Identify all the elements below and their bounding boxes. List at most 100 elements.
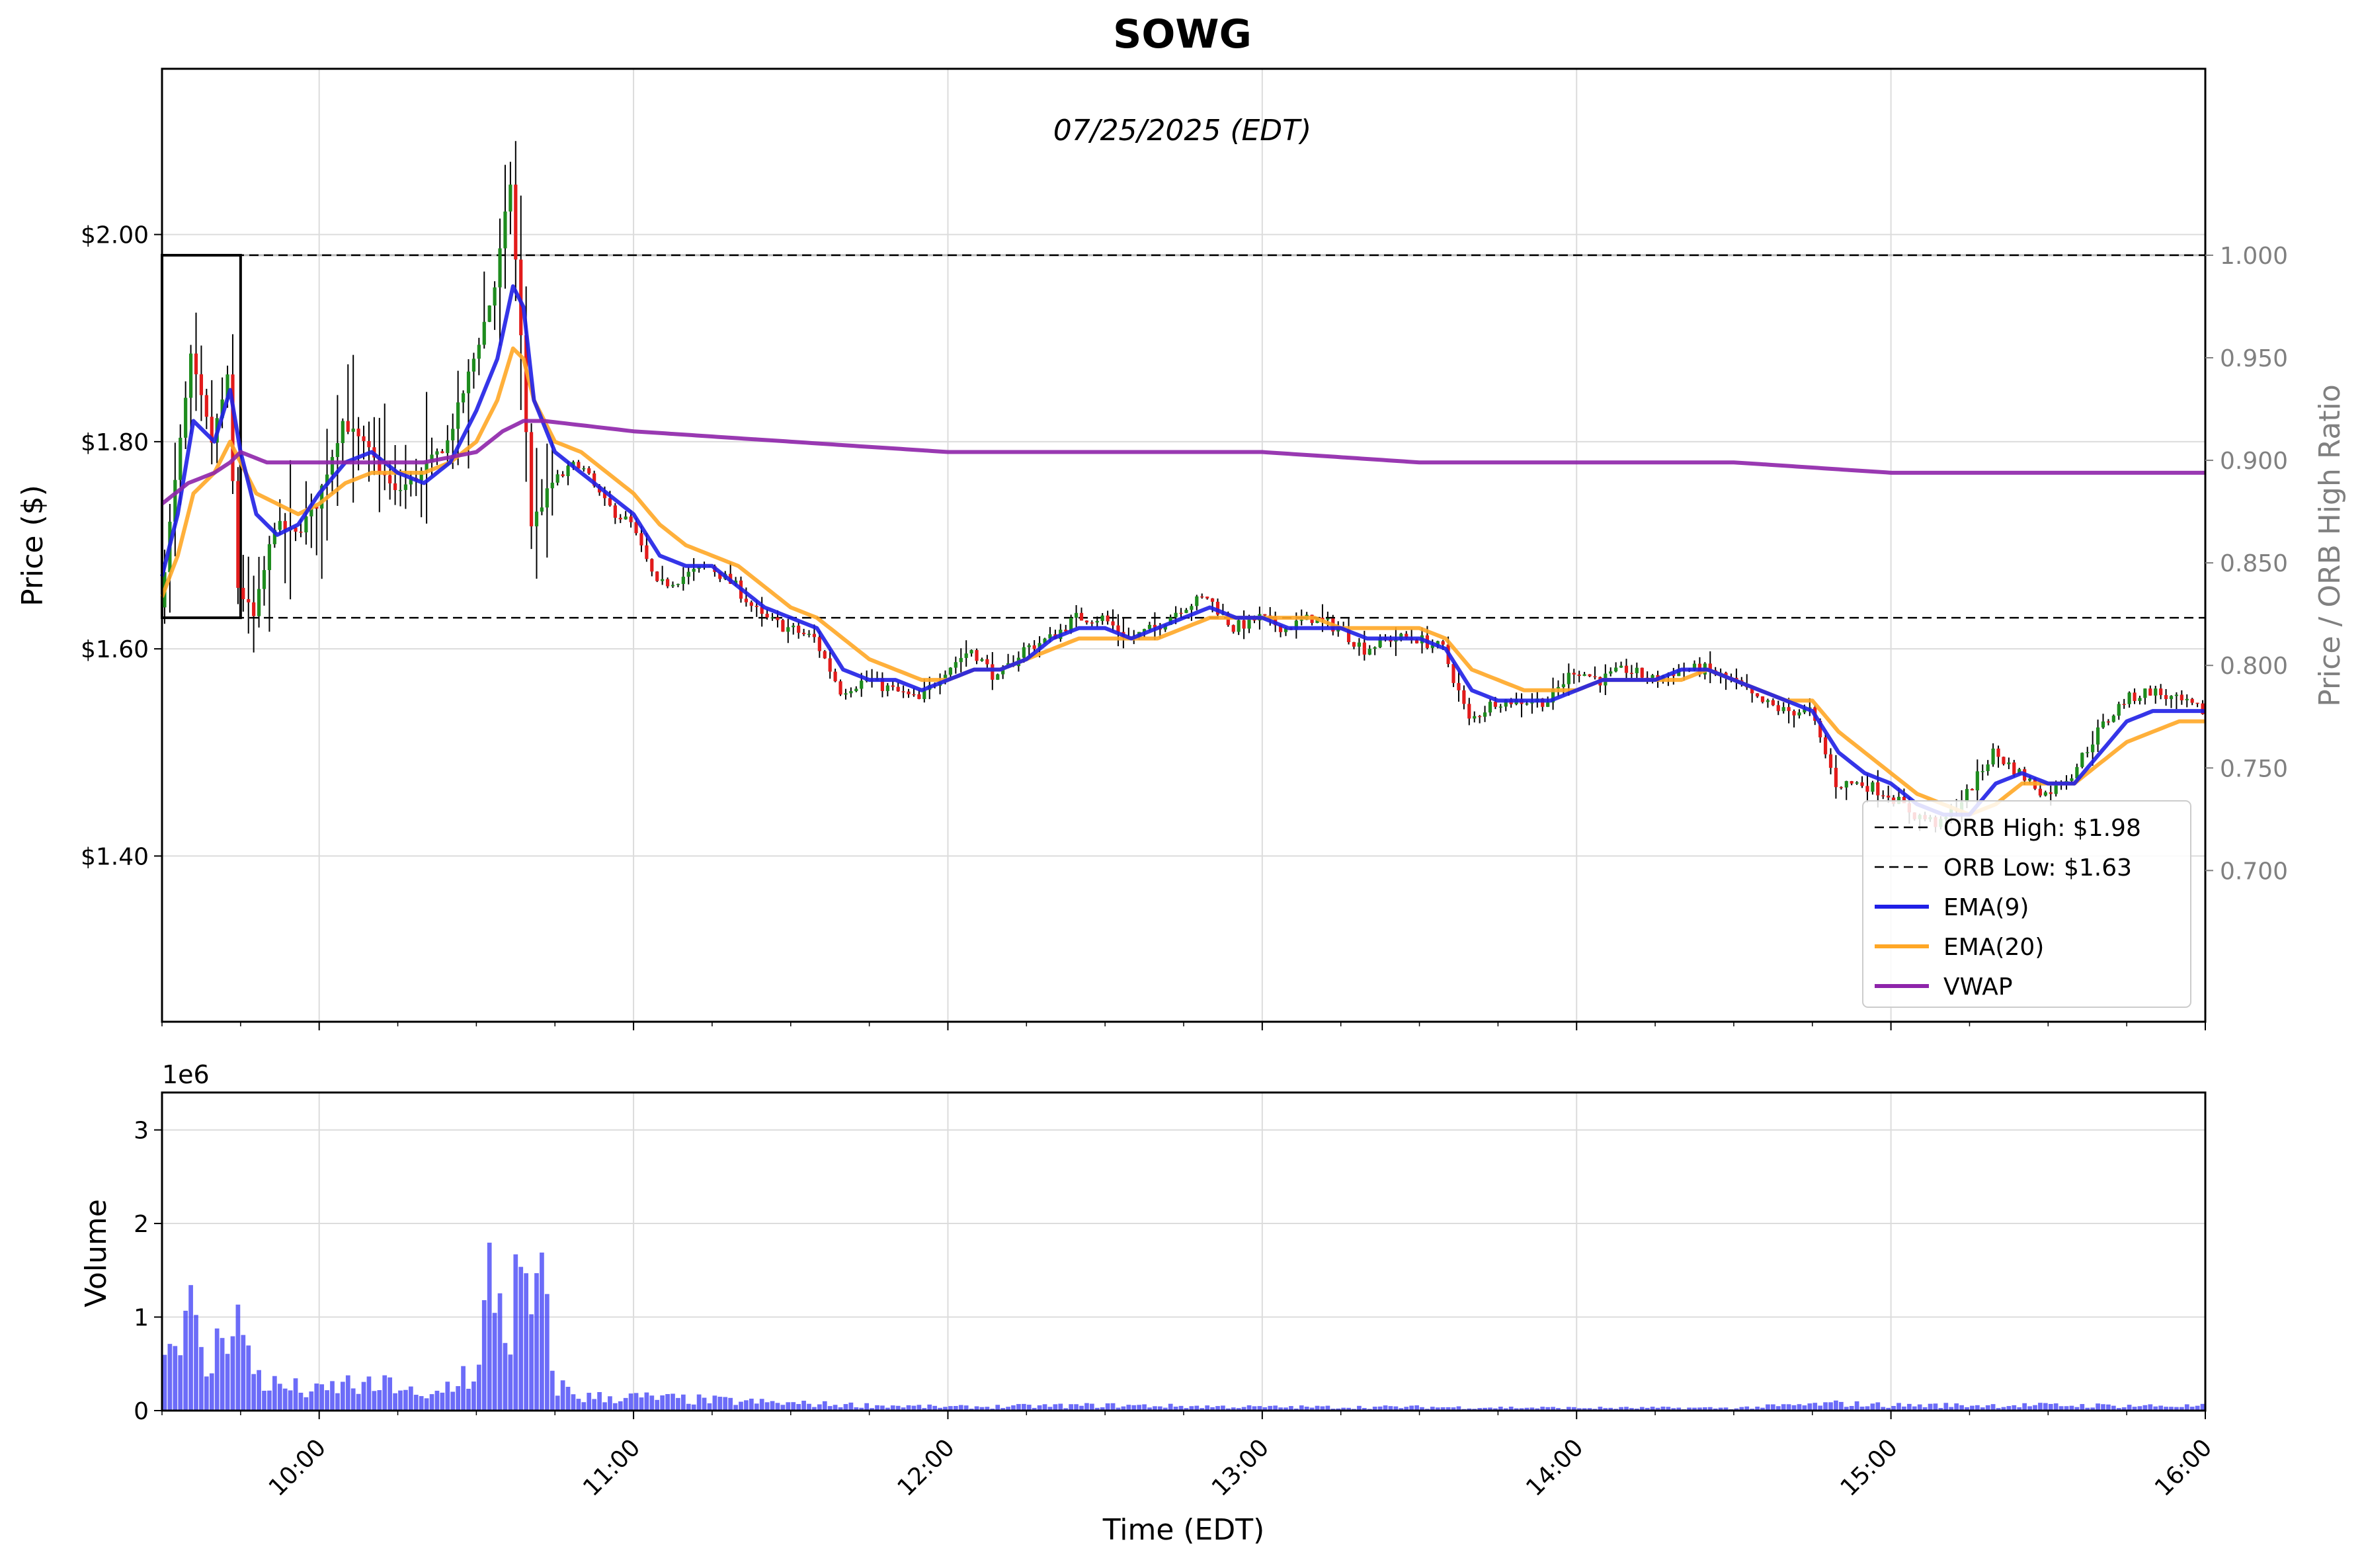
volume-bar bbox=[1047, 1407, 1053, 1411]
volume-bar bbox=[1886, 1407, 1891, 1411]
candle-body bbox=[1498, 706, 1502, 708]
volume-bar bbox=[434, 1390, 440, 1411]
candle-body bbox=[1760, 696, 1765, 702]
volume-bar bbox=[2080, 1404, 2085, 1411]
candle-body bbox=[797, 626, 801, 633]
candle-body bbox=[592, 473, 596, 486]
candle-body bbox=[252, 602, 256, 616]
volume-bar bbox=[319, 1384, 325, 1411]
volume-bar bbox=[707, 1403, 712, 1411]
volume-bar bbox=[1781, 1404, 1786, 1411]
volume-bar bbox=[1519, 1408, 1524, 1411]
candle-body bbox=[2080, 753, 2084, 767]
candle-body bbox=[550, 482, 554, 489]
candle-body bbox=[1525, 703, 1529, 705]
candle-body bbox=[922, 690, 926, 700]
candle-body bbox=[917, 694, 921, 700]
candle-body bbox=[1593, 676, 1597, 678]
candle-body bbox=[1441, 641, 1445, 645]
candle-body bbox=[833, 671, 837, 682]
candle-body bbox=[969, 649, 973, 654]
volume-bar bbox=[1440, 1407, 1446, 1411]
volume-bar bbox=[487, 1243, 492, 1411]
candle-body bbox=[1588, 674, 1592, 677]
volume-bar bbox=[901, 1407, 906, 1411]
volume-bar bbox=[529, 1314, 534, 1411]
volume-bar bbox=[1671, 1408, 1676, 1411]
time-tick-label: 16:00 bbox=[2150, 1434, 2217, 1501]
volume-bar bbox=[864, 1403, 870, 1411]
candle-body bbox=[1887, 796, 1891, 798]
candle-body bbox=[1572, 673, 1576, 675]
volume-bar bbox=[1451, 1407, 1456, 1411]
volume-bar bbox=[1723, 1407, 1729, 1411]
volume-bar bbox=[1844, 1407, 1849, 1411]
vwap-line bbox=[161, 419, 2205, 506]
chart-subtitle: 07/25/2025 (EDT) bbox=[1053, 114, 1311, 147]
candle-body bbox=[346, 421, 350, 432]
candle-body bbox=[1414, 640, 1419, 643]
candle-body bbox=[1346, 629, 1351, 642]
volume-bar bbox=[1200, 1408, 1205, 1411]
volume-bar bbox=[350, 1388, 356, 1411]
volume-bar bbox=[262, 1390, 266, 1411]
volume-bar bbox=[1959, 1405, 1964, 1411]
volume-bar bbox=[1655, 1407, 1660, 1411]
candle-body bbox=[2096, 727, 2100, 745]
candle-body bbox=[1462, 690, 1466, 704]
volume-bar bbox=[1225, 1408, 1231, 1411]
volume-bar bbox=[188, 1285, 193, 1411]
candle-body bbox=[1871, 782, 1875, 792]
candle-body bbox=[446, 440, 450, 454]
volume-bar bbox=[1456, 1406, 1461, 1411]
volume-bar bbox=[1676, 1407, 1682, 1411]
candle-body bbox=[1839, 787, 1843, 788]
candle-body bbox=[1504, 699, 1508, 707]
grid-layer bbox=[162, 69, 2206, 1411]
candle-body bbox=[1048, 634, 1052, 639]
legend: ORB High: $1.98 ORB Low: $1.63 EMA(9) EMA(2… bbox=[1862, 800, 2191, 1008]
candle-body bbox=[561, 474, 565, 476]
candle-body bbox=[1242, 620, 1246, 629]
volume-bar bbox=[1980, 1407, 1985, 1411]
candle-body bbox=[482, 321, 486, 345]
volume-bar bbox=[246, 1345, 251, 1411]
volume-bar bbox=[1954, 1403, 1959, 1411]
volume-bar bbox=[282, 1388, 288, 1411]
volume-bar bbox=[770, 1401, 775, 1411]
volume-bar bbox=[796, 1404, 801, 1411]
candle-body bbox=[315, 507, 319, 509]
volume-bar bbox=[1304, 1406, 1309, 1411]
candle-body bbox=[754, 606, 758, 607]
candle-body bbox=[1980, 770, 1984, 772]
candle-body bbox=[1357, 642, 1362, 647]
volume-bar bbox=[1906, 1403, 1912, 1411]
volume-bar bbox=[2043, 1403, 2048, 1411]
candle-body bbox=[1142, 629, 1147, 632]
volume-bar bbox=[807, 1403, 811, 1411]
candle-body bbox=[1299, 620, 1303, 621]
volume-bar bbox=[1529, 1407, 1535, 1411]
candle-body bbox=[650, 559, 654, 572]
volume-bar bbox=[2195, 1405, 2200, 1411]
volume-bar bbox=[1545, 1407, 1551, 1411]
candle-body bbox=[466, 371, 471, 393]
candle-body bbox=[1828, 754, 1833, 768]
volume-bar bbox=[1409, 1405, 1414, 1411]
volume-scale-label: 1e6 bbox=[162, 1060, 210, 1089]
volume-bar bbox=[1268, 1405, 1273, 1411]
ratio-tick-label: 0.750 bbox=[2220, 755, 2288, 782]
volume-bar bbox=[1346, 1407, 1351, 1411]
candle-body bbox=[2133, 692, 2137, 701]
candle-body bbox=[335, 443, 340, 458]
candle-body bbox=[1478, 716, 1482, 718]
volume-bar bbox=[2158, 1405, 2164, 1411]
candle-body bbox=[1184, 610, 1188, 613]
candle-body bbox=[634, 522, 638, 534]
volume-bar bbox=[1975, 1405, 1980, 1411]
candle-body bbox=[362, 436, 366, 441]
volume-bar bbox=[1603, 1408, 1608, 1411]
volume-bar bbox=[1985, 1405, 1990, 1411]
ratio-tick-label: 0.950 bbox=[2220, 345, 2288, 372]
volume-bar bbox=[1404, 1407, 1409, 1411]
